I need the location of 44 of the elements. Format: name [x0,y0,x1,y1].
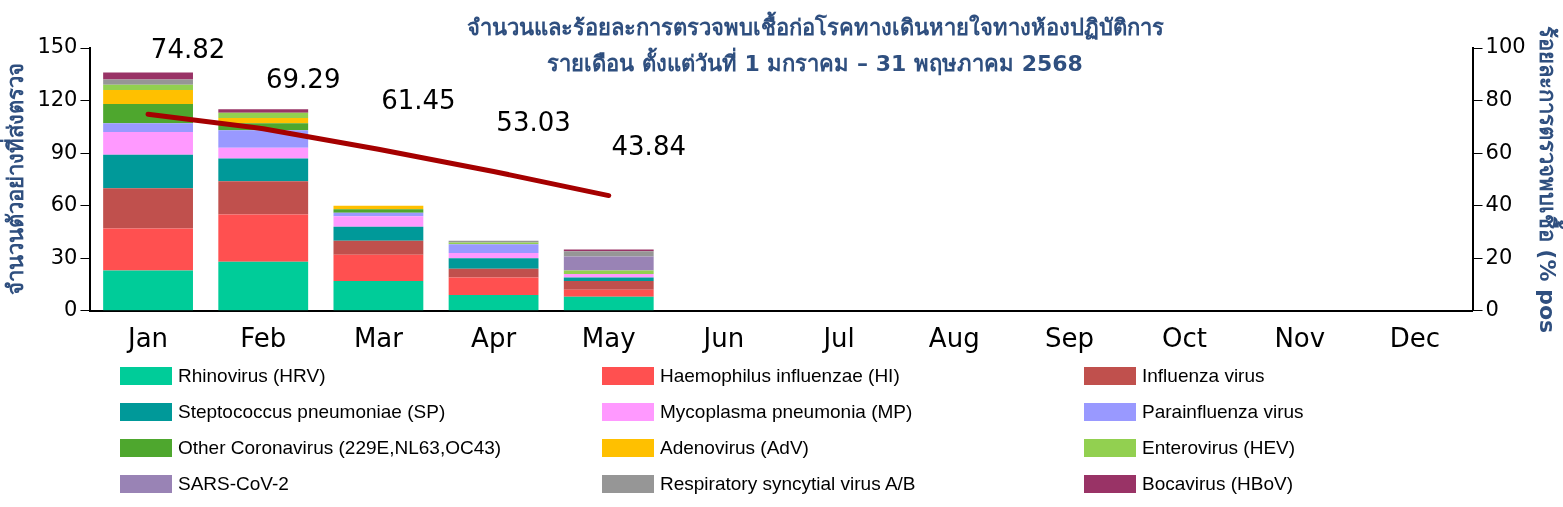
y-tick-label: 60 [50,192,78,217]
legend-label: Other Coronavirus (229E,NL63,OC43) [178,437,502,459]
y2-tick-label: 100 [1485,34,1526,59]
y-tick-label: 30 [50,244,78,269]
legend-label: Respiratory syncytial virus A/B [660,473,916,495]
x-tick-label: Dec [1389,323,1441,354]
x-tick-label: Jul [821,323,855,354]
y-tick-label: 120 [37,87,78,112]
legend-label: Haemophilus influenzae (HI) [660,365,900,387]
legend-label: Enterovirus (HEV) [1142,437,1296,459]
x-tick-label: May [581,323,636,354]
x-tick-label: Sep [1044,323,1094,354]
legend-label: Parainfluenza virus [1142,401,1304,423]
legend-label: Influenza virus [1142,365,1265,387]
legend-label: Mycoplasma pneumonia (MP) [660,401,913,423]
legend-label: Adenovirus (AdV) [660,437,809,459]
y-tick-label: 150 [37,34,78,59]
y2-tick-label: 0 [1485,297,1499,322]
y2-tick-label: 80 [1485,87,1513,112]
legend-label: Steptococcus pneumoniae (SP) [178,401,446,423]
x-tick-label: Mar [353,323,404,354]
y-tick-label: 0 [64,297,78,322]
x-tick-label: Jun [701,323,745,354]
data-label: 69.29 [266,64,341,95]
x-tick-label: Oct [1162,323,1208,354]
data-label: 61.45 [381,85,456,116]
y2-tick-label: 60 [1485,139,1513,164]
legend-label: Rhinovirus (HRV) [178,365,326,387]
y2-tick-label: 20 [1485,244,1513,269]
data-label: 43.84 [611,131,686,162]
y2-axis-title: ร้อยละการตรวจพบเชื้อ (% pos [1535,25,1563,334]
data-label: 53.03 [496,107,571,138]
x-tick-label: Apr [471,323,517,354]
x-tick-label: Jan [126,323,169,354]
y2-tick-label: 40 [1485,192,1513,217]
y-tick-label: 90 [50,139,78,164]
y-axis-title: จำนวนตัวอย่างที่ส่งตรวจ [0,63,28,296]
chart-title: จำนวนและร้อยละการตรวจพบเชื้อก่อโรคทางเดินหายใจทางห้องปฏิบัติการ [465,10,1165,42]
x-tick-label: Nov [1274,323,1326,354]
data-label: 74.82 [150,34,226,65]
x-tick-label: Feb [240,323,287,354]
legend-label: SARS-CoV-2 [178,473,289,495]
x-tick-label: Aug [928,323,980,354]
legend-label: Bocavirus (HBoV) [1142,473,1293,495]
